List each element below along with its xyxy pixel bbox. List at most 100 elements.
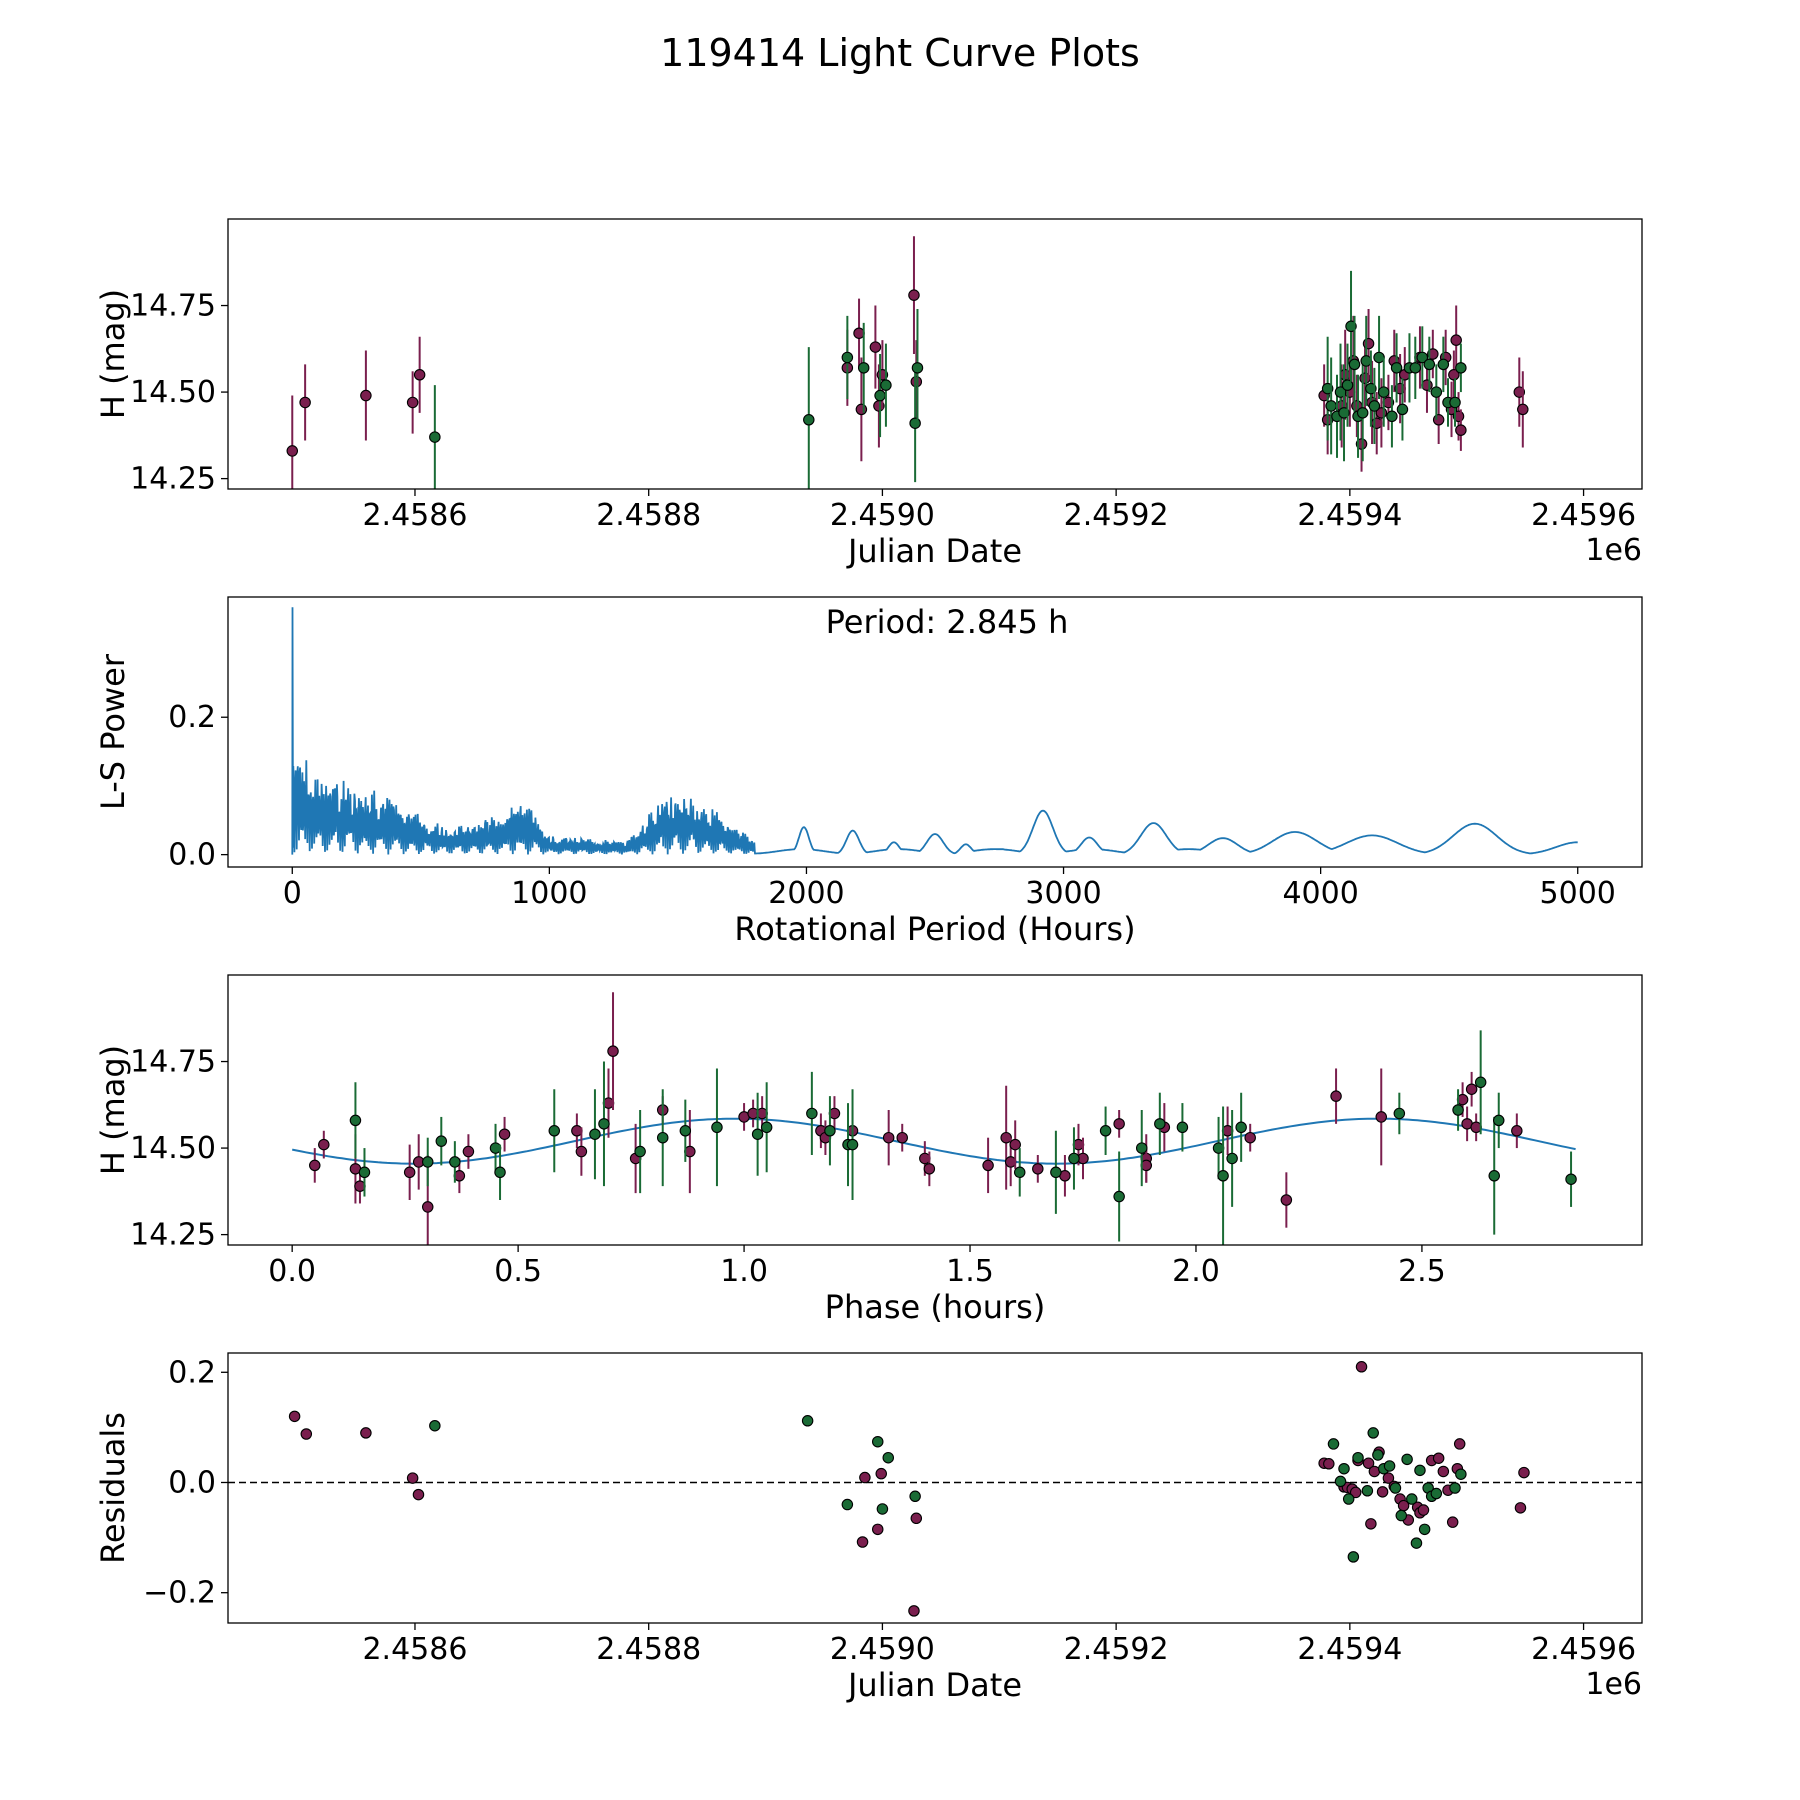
- data-point: [1330, 1090, 1342, 1102]
- figure-title: 119414 Light Curve Plots: [660, 31, 1140, 75]
- series-filter_r: [309, 992, 1523, 1245]
- model-fit-curve: [292, 1117, 1576, 1165]
- data-point: [1244, 1131, 1256, 1144]
- data-point: [1135, 1142, 1148, 1154]
- data-point: [1372, 1449, 1384, 1461]
- data-point: [1347, 1551, 1360, 1563]
- y-tick-label: 14.75: [130, 1045, 216, 1080]
- x-tick-label: 2000: [768, 876, 844, 911]
- x-tick-label: 2.4590: [830, 498, 935, 533]
- data-point: [1365, 1518, 1377, 1530]
- data-point: [1417, 1504, 1430, 1516]
- data-point: [589, 1128, 601, 1140]
- data-point: [853, 327, 865, 339]
- data-point: [1406, 1493, 1418, 1505]
- data-point: [1383, 1460, 1396, 1472]
- y-tick-label: 14.50: [130, 375, 216, 410]
- data-point: [1376, 1486, 1389, 1498]
- plot-area: [286, 236, 1529, 489]
- data-point: [1327, 1438, 1340, 1450]
- data-point: [679, 1125, 692, 1137]
- data-point: [1446, 1516, 1459, 1528]
- y-tick-label: 14.50: [130, 1131, 216, 1166]
- data-point: [412, 1488, 425, 1501]
- data-point: [1395, 1509, 1408, 1522]
- data-point: [1455, 424, 1467, 436]
- data-point: [429, 1419, 441, 1432]
- data-point: [286, 445, 299, 457]
- data-point: [1455, 362, 1467, 374]
- data-point: [1176, 1121, 1189, 1134]
- data-point: [1449, 1482, 1461, 1494]
- data-point: [1455, 1468, 1467, 1480]
- x-axis-label: Phase (hours): [825, 1288, 1046, 1326]
- x-tick-label: 2.0: [1172, 1254, 1220, 1289]
- data-point: [841, 351, 854, 364]
- x-tick-label: 1.0: [720, 1254, 768, 1289]
- x-tick-label: 2.4594: [1297, 498, 1402, 533]
- data-point: [1113, 1118, 1125, 1130]
- x-tick-label: 2.4596: [1531, 498, 1636, 533]
- data-point: [1325, 400, 1337, 412]
- data-point: [1437, 358, 1450, 371]
- data-point: [1409, 362, 1422, 374]
- data-point: [1050, 1166, 1062, 1179]
- x-tick-label: 2.4588: [596, 498, 701, 533]
- data-point: [1410, 1537, 1423, 1549]
- data-point: [1452, 1104, 1464, 1116]
- x-axis-label: Rotational Period (Hours): [734, 910, 1135, 948]
- data-point: [911, 362, 924, 374]
- data-point: [875, 1467, 887, 1480]
- data-point: [1323, 1458, 1335, 1470]
- data-point: [1375, 1111, 1388, 1123]
- y-tick-label: 0.0: [168, 1465, 216, 1500]
- data-point: [711, 1121, 723, 1134]
- panel-periodogram: 0 1000 2000 3000 4000 5000 0.0 0.2 Rotational Pe…: [94, 596, 1643, 948]
- data-point: [982, 1159, 994, 1172]
- x-tick-label: 0: [283, 876, 302, 911]
- data-point: [288, 1410, 301, 1423]
- data-point: [498, 1128, 511, 1140]
- x-tick-label: 1000: [511, 876, 587, 911]
- data-point: [846, 1138, 859, 1151]
- data-point: [421, 1201, 434, 1213]
- data-point: [869, 341, 882, 353]
- data-point: [406, 1472, 419, 1484]
- data-point: [1449, 396, 1461, 409]
- series-filter_g: [429, 1415, 1467, 1563]
- data-point: [1217, 1170, 1229, 1182]
- data-point: [1339, 369, 1351, 381]
- data-point: [548, 1125, 561, 1137]
- data-point: [634, 1145, 646, 1158]
- data-point: [656, 1131, 669, 1144]
- plot-area: [292, 992, 1577, 1245]
- data-point: [824, 1125, 836, 1137]
- panel-phase-folded: 0.0 0.5 1.0 1.5 2.0 2.5 14.25 14.50 14.75 Phase (…: [94, 974, 1643, 1326]
- data-point: [803, 414, 815, 426]
- x-tick-label: 2.4596: [1531, 1632, 1636, 1667]
- data-point: [1099, 1125, 1112, 1137]
- data-point: [1396, 403, 1409, 416]
- data-point: [1009, 1138, 1021, 1151]
- series-filter_r: [288, 1361, 1530, 1617]
- data-point: [309, 1159, 321, 1172]
- data-point: [1390, 362, 1403, 374]
- data-point: [908, 1605, 920, 1617]
- data-point: [1423, 358, 1436, 371]
- panel-light-curve: 2.4586 2.4588 2.4590 2.4592 2.4594 2.4596 14.2…: [94, 218, 1643, 570]
- data-point: [876, 1503, 889, 1515]
- axes-frame: [227, 218, 1643, 490]
- data-point: [1352, 1451, 1364, 1464]
- axes-frame: [227, 974, 1643, 1246]
- data-point: [429, 431, 441, 443]
- data-point: [1361, 1485, 1374, 1497]
- y-tick-label: 0.2: [168, 700, 216, 735]
- y-axis-label: H (mag): [94, 289, 132, 419]
- x-tick-label: 2.4586: [362, 1632, 467, 1667]
- series-filter_g: [349, 1030, 1577, 1245]
- x-tick-label: 2.4586: [362, 498, 467, 533]
- data-point: [1280, 1194, 1293, 1206]
- x-tick-label: 2.4594: [1297, 1632, 1402, 1667]
- data-point: [1235, 1121, 1247, 1134]
- data-point: [1360, 355, 1372, 367]
